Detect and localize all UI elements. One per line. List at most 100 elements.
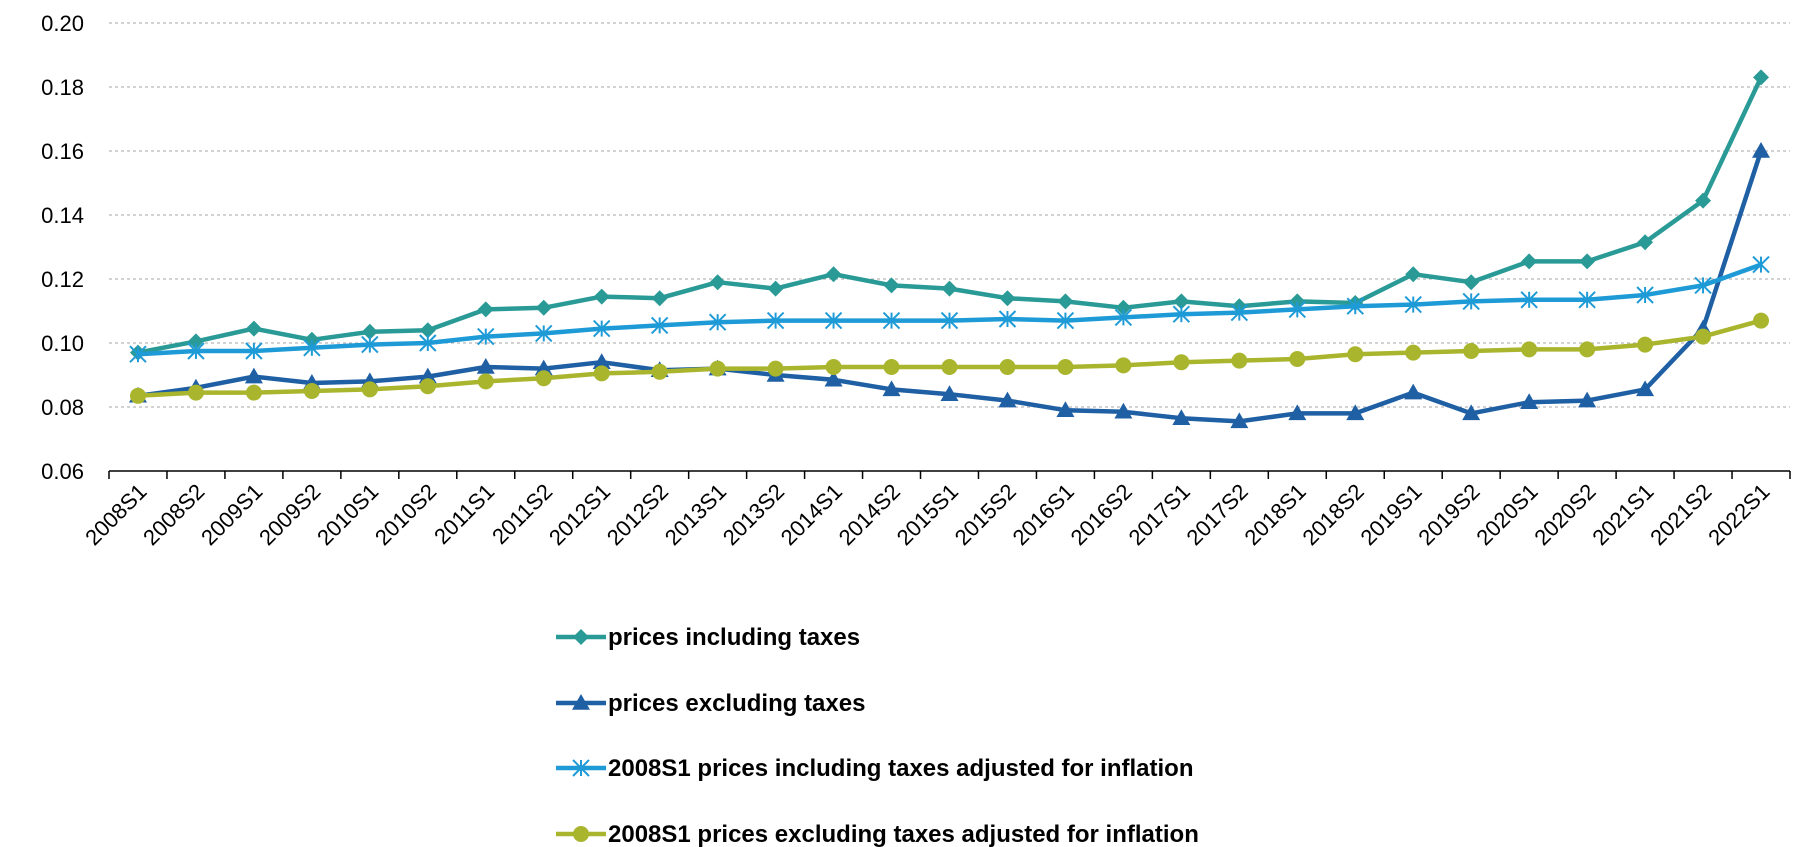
- data-point-circle: [1231, 352, 1248, 369]
- data-point-asterisk: [1346, 297, 1364, 315]
- y-tick-label: 0.06: [41, 459, 84, 484]
- data-point-asterisk: [1520, 291, 1538, 309]
- data-point-asterisk: [1636, 286, 1654, 304]
- data-point-triangle: [1346, 404, 1365, 421]
- data-point-diamond: [1579, 253, 1596, 270]
- data-point-diamond: [593, 288, 610, 305]
- data-point-triangle: [824, 370, 843, 387]
- data-point-triangle: [534, 359, 553, 376]
- data-point-triangle: [882, 380, 901, 397]
- y-tick-label: 0.14: [41, 203, 84, 228]
- data-point-circle: [1173, 354, 1190, 371]
- data-point-triangle: [998, 391, 1017, 408]
- data-point-circle: [245, 384, 262, 401]
- data-point-circle: [593, 365, 610, 382]
- data-point-circle: [303, 383, 320, 399]
- data-point-asterisk: [1404, 295, 1422, 314]
- legend-label: 2008S1 prices excluding taxes adjusted f…: [608, 821, 1199, 847]
- data-point-circle: [1057, 359, 1074, 375]
- x-tick-label: 2015S1: [892, 479, 963, 550]
- data-point-circle: [1695, 328, 1712, 345]
- data-point-diamond: [1115, 299, 1132, 316]
- data-point-diamond: [1637, 234, 1654, 251]
- series-line: [137, 262, 1762, 357]
- data-point-diamond: [245, 320, 262, 337]
- data-point-asterisk: [535, 324, 553, 343]
- data-point-asterisk: [245, 342, 263, 360]
- data-point-asterisk: [1694, 276, 1712, 295]
- data-point-circle: [1463, 343, 1480, 359]
- data-point-circle: [825, 359, 842, 375]
- data-point-asterisk: [303, 339, 321, 357]
- x-tick-label: 2018S1: [1240, 479, 1311, 550]
- legend-label: prices including taxes: [608, 624, 860, 651]
- x-tick-label: 2009S2: [254, 479, 325, 550]
- data-point-diamond: [651, 290, 668, 307]
- x-tick-label: 2016S1: [1008, 479, 1079, 550]
- x-tick-label: 2009S1: [196, 479, 267, 550]
- data-point-circle: [573, 826, 589, 842]
- data-point-diamond: [1463, 274, 1480, 291]
- data-point-asterisk: [1288, 300, 1307, 319]
- data-point-asterisk: [1752, 255, 1770, 274]
- data-point-asterisk: [572, 759, 590, 777]
- data-point-triangle: [1636, 380, 1655, 397]
- data-point-circle: [361, 381, 378, 398]
- data-point-circle: [941, 359, 958, 375]
- data-point-circle: [129, 387, 146, 404]
- data-point-asterisk: [1462, 292, 1480, 311]
- data-point-diamond: [825, 266, 842, 283]
- data-point-triangle: [1752, 142, 1771, 158]
- legend: prices including taxes prices excluding t…: [556, 624, 1199, 847]
- data-point-triangle: [418, 367, 437, 384]
- x-tick-label: 2014S2: [834, 479, 905, 550]
- x-tick-label: 2012S2: [602, 479, 673, 550]
- data-point-circle: [477, 373, 494, 390]
- data-point-circle: [999, 359, 1016, 375]
- x-tick-label: 2021S2: [1645, 479, 1716, 550]
- x-tick-label: 2019S1: [1355, 479, 1426, 550]
- data-point-asterisk: [882, 311, 901, 330]
- data-point-diamond: [361, 323, 378, 340]
- x-tick-label: 2022S1: [1703, 479, 1774, 550]
- data-point-asterisk: [1230, 303, 1249, 322]
- data-point-diamond: [883, 277, 900, 294]
- x-tick-label: 2021S1: [1587, 479, 1658, 550]
- x-tick-label: 2010S1: [312, 479, 383, 550]
- x-tick-label: 2020S1: [1471, 479, 1542, 550]
- y-tick-label: 0.08: [41, 395, 84, 420]
- data-point-circle: [767, 360, 784, 377]
- data-point-diamond: [941, 280, 958, 297]
- data-point-asterisk: [1172, 305, 1191, 323]
- x-tick-label: 2017S2: [1182, 479, 1253, 550]
- data-point-circle: [1753, 312, 1770, 329]
- y-tick-label: 0.18: [41, 75, 84, 100]
- legend-item: 2008S1 prices excluding taxes adjusted f…: [556, 821, 1199, 847]
- x-tick-label: 2017S1: [1124, 479, 1195, 550]
- data-point-circle: [1289, 351, 1306, 367]
- data-point-circle: [709, 360, 726, 377]
- data-point-triangle: [1404, 383, 1423, 400]
- data-point-asterisk: [187, 342, 205, 360]
- data-point-triangle: [572, 694, 590, 710]
- data-point-asterisk: [1578, 291, 1596, 309]
- x-tick-label: 2011S1: [429, 479, 499, 549]
- data-point-diamond: [1521, 253, 1538, 270]
- data-point-triangle: [1462, 404, 1481, 421]
- data-point-asterisk: [1056, 311, 1075, 330]
- data-point-asterisk: [592, 319, 611, 338]
- data-point-asterisk: [766, 311, 785, 330]
- data-point-asterisk: [650, 316, 669, 335]
- x-tick-label: 2008S1: [80, 479, 151, 550]
- data-point-circle: [1521, 341, 1538, 358]
- legend-item: prices excluding taxes: [556, 690, 865, 717]
- data-point-asterisk: [708, 313, 727, 331]
- y-tick-label: 0.10: [41, 331, 84, 356]
- y-tick-label: 0.16: [41, 139, 84, 164]
- axes: 0.060.080.100.120.140.160.180.202008S120…: [41, 11, 1791, 550]
- legend-item: prices including taxes: [556, 624, 860, 651]
- data-point-triangle: [1578, 391, 1597, 408]
- data-point-circle: [1347, 346, 1364, 363]
- series-2: [129, 255, 1770, 363]
